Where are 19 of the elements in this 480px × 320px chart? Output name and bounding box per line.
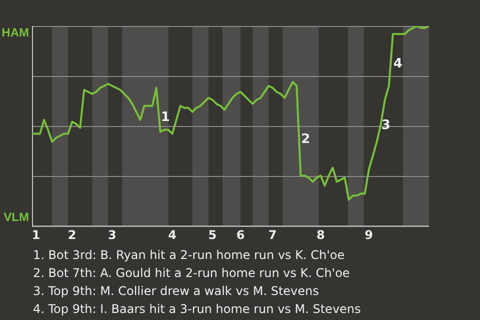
x-tick-label: 3 [108, 228, 116, 242]
annotation: 2 [301, 132, 310, 148]
text: 3. Top 9th: M. Collier drew a walk vs M. Stevens [33, 283, 320, 300]
x-tick-label: 2 [68, 228, 76, 242]
annotation: 4 [393, 56, 402, 72]
x-tick-label: 7 [268, 228, 277, 242]
x-tick-label: 6 [236, 228, 245, 242]
text: 2. Bot 7th: A. Gould hit a 2-run home run vs K. Ch'oe [33, 265, 351, 282]
x-tick-label: 5 [208, 228, 217, 242]
x-tick-label: 1 [32, 228, 40, 242]
text: 1. Bot 3rd: B. Ryan hit a 2-run home run vs K. Ch'oe [33, 247, 346, 264]
annotation: 1 [160, 110, 170, 126]
x-tick-label: 8 [316, 228, 325, 242]
text: 4. Top 9th: I. Baars hit a 3-run home run vs M. Stevens [33, 301, 362, 318]
x-tick-label: 4 [168, 228, 177, 242]
x-tick-label: 9 [364, 228, 374, 242]
annotation: 3 [381, 118, 390, 134]
text: VLM [4, 210, 29, 224]
text: HAM [2, 25, 30, 40]
